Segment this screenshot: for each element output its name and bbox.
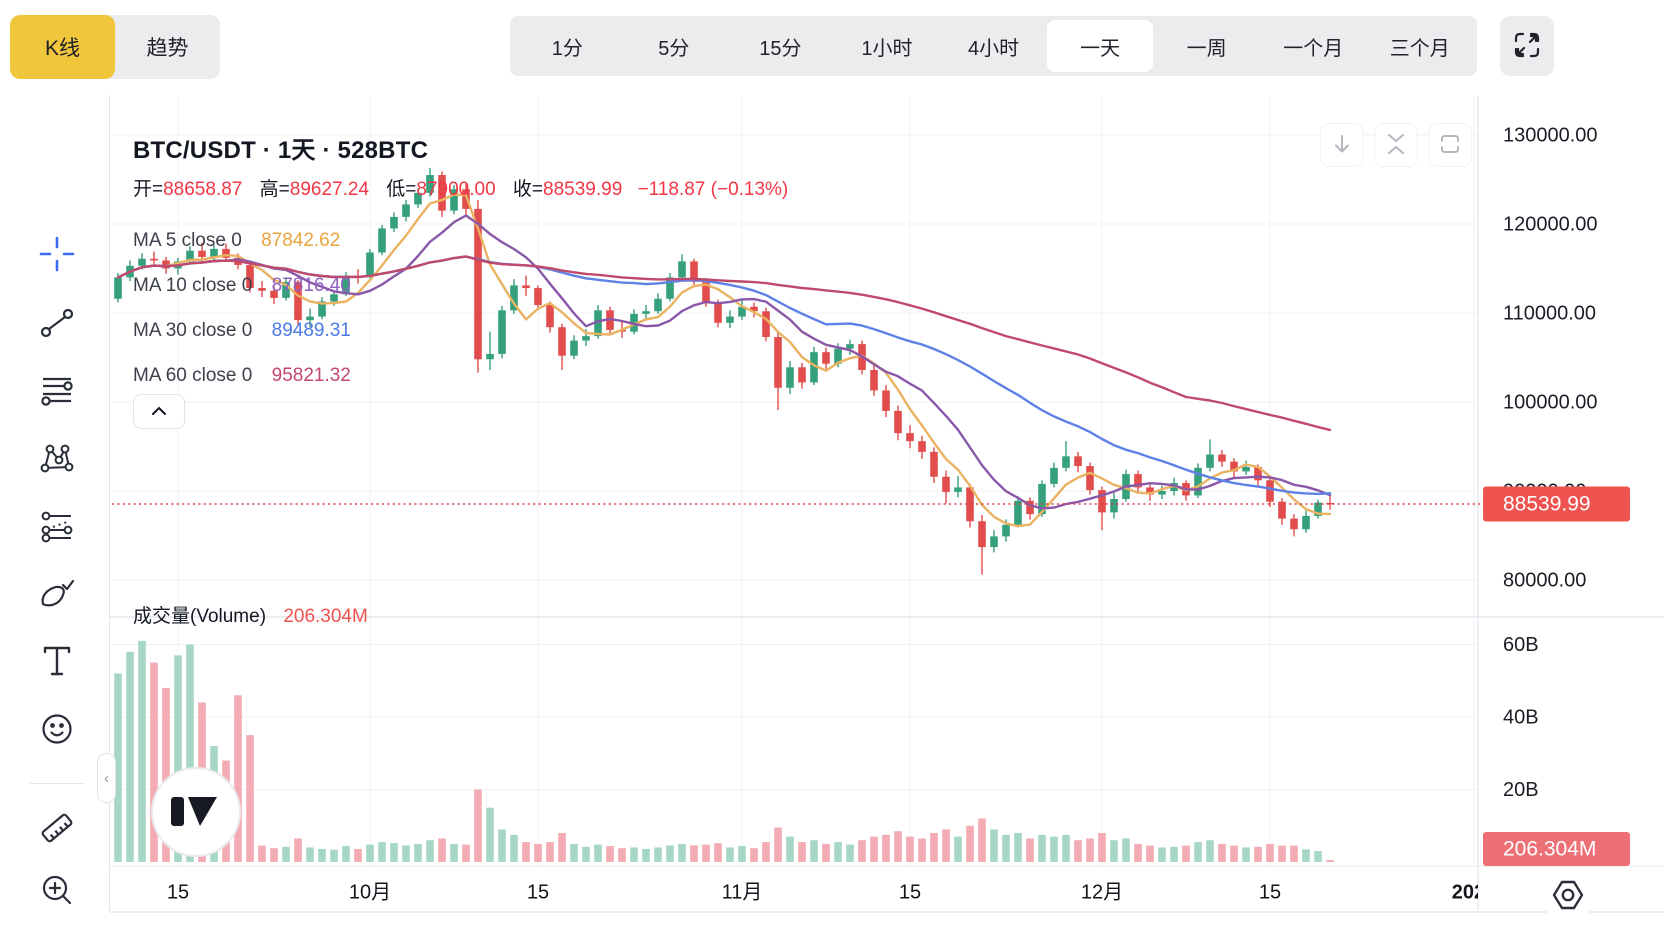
text-icon	[37, 641, 77, 684]
open-label: 开=	[133, 179, 164, 200]
chart-symbol-title: BTC/USDT · 1天 · 528BTC	[133, 137, 429, 164]
svg-text:100000.00: 100000.00	[1503, 391, 1598, 413]
tab-15min[interactable]: 15分	[727, 20, 834, 72]
drawing-toolbar	[0, 95, 110, 912]
ma5-label: MA 5 close 0	[133, 230, 242, 251]
chart-bottom-border	[110, 911, 1664, 913]
forecast-tool-button[interactable]	[35, 505, 79, 549]
top-toolbar: K线 趋势 1分 5分 15分 1小时 4小时 一天 一周 一个月 三个月	[0, 0, 1664, 95]
candlestick-chart[interactable]: 130000.00120000.00110000.00100000.009000…	[110, 95, 1664, 942]
ma30-value: 89489.31	[271, 320, 351, 341]
svg-text:88539.99: 88539.99	[1503, 493, 1591, 516]
ma60-legend-row: MA 60 close 0 95821.32	[133, 365, 351, 387]
ma10-legend-row: MA 10 close 0 87816.40	[133, 275, 351, 297]
close-label: 收=	[512, 179, 544, 200]
tab-1min[interactable]: 1分	[514, 20, 621, 72]
tab-5min[interactable]: 5分	[621, 20, 728, 72]
ma5-legend-row: MA 5 close 0 87842.62	[133, 230, 340, 252]
tab-4hour[interactable]: 4小时	[940, 20, 1047, 72]
horizontal-lines-icon	[37, 370, 77, 413]
tradingview-watermark-icon	[171, 797, 184, 826]
high-value: 89627.24	[289, 179, 369, 200]
emoji-tool-button[interactable]	[35, 708, 79, 752]
zoom-in-icon	[37, 870, 77, 913]
ma60-label: MA 60 close 0	[133, 365, 253, 386]
tab-1day[interactable]: 一天	[1046, 20, 1154, 72]
close-value: 88539.99	[543, 179, 623, 200]
svg-text:120000.00: 120000.00	[1503, 213, 1598, 235]
brush-tool-button[interactable]	[35, 573, 79, 617]
toolbar-divider	[30, 783, 84, 784]
tab-kline[interactable]: K线	[10, 15, 115, 79]
chevron-up-icon	[151, 404, 167, 419]
svg-text:15: 15	[899, 881, 921, 903]
chevron-left-icon: ‹	[104, 769, 109, 787]
open-value: 88658.87	[163, 179, 243, 200]
volume-value: 206.304M	[283, 606, 368, 627]
settings-gear-icon	[1549, 878, 1587, 915]
low-value: 87900.00	[416, 179, 496, 200]
horizontal-lines-tool-button[interactable]	[35, 369, 79, 413]
expand-icon	[1512, 30, 1542, 63]
volume-title: 成交量(Volume)	[133, 606, 267, 627]
tab-1month[interactable]: 一个月	[1260, 20, 1367, 72]
volume-legend: 成交量(Volume) 206.304M	[133, 601, 368, 628]
svg-text:20B: 20B	[1503, 779, 1539, 801]
emoji-icon	[37, 709, 77, 752]
xabcd-pattern-icon	[37, 438, 77, 481]
ma30-label: MA 30 close 0	[133, 320, 253, 341]
pane-move-down-button[interactable]	[1320, 123, 1364, 167]
svg-text:130000.00: 130000.00	[1503, 124, 1598, 146]
ohlc-readout: 开=88658.87 高=89627.24 低=87900.00 收=88539…	[133, 174, 788, 201]
svg-text:11月: 11月	[722, 881, 763, 903]
trend-line-tool-button[interactable]	[35, 302, 79, 346]
tab-1hour[interactable]: 1小时	[834, 20, 941, 72]
tab-3month[interactable]: 三个月	[1367, 20, 1474, 72]
high-label: 高=	[259, 179, 290, 200]
forecast-icon	[37, 506, 77, 549]
axis-settings-button[interactable]	[1547, 876, 1589, 916]
ma10-value: 87816.40	[271, 275, 351, 296]
pane-collapse-button[interactable]	[1374, 123, 1418, 167]
ma60-value: 95821.32	[271, 365, 351, 386]
ruler-tool-button[interactable]	[35, 807, 79, 851]
change-value: −118.87 (−0.13%)	[637, 179, 789, 200]
svg-text:60B: 60B	[1503, 634, 1539, 656]
svg-text:110000.00: 110000.00	[1503, 302, 1596, 324]
arrow-down-icon	[1331, 133, 1353, 158]
zoom-in-tool-button[interactable]	[35, 869, 79, 913]
svg-text:2026: 2026	[1452, 881, 1497, 903]
svg-text:12月: 12月	[1081, 881, 1123, 903]
svg-text:10月: 10月	[349, 881, 391, 903]
svg-text:15: 15	[1259, 881, 1281, 903]
brush-icon	[37, 574, 77, 617]
xabcd-pattern-tool-button[interactable]	[35, 437, 79, 481]
collapse-chevrons-icon	[1385, 133, 1407, 158]
ma5-value: 87842.62	[261, 230, 341, 251]
ma10-label: MA 10 close 0	[133, 275, 253, 296]
timeframe-tabs: 1分 5分 15分 1小时 4小时 一天 一周 一个月 三个月	[510, 16, 1477, 76]
svg-text:40B: 40B	[1503, 706, 1539, 728]
crosshair-icon	[37, 234, 77, 277]
trend-line-icon	[37, 303, 77, 346]
toolbar-collapse-handle[interactable]: ‹	[97, 753, 116, 803]
ruler-icon	[35, 806, 79, 853]
ma30-legend-row: MA 30 close 0 89489.31	[133, 320, 351, 342]
svg-text:80000.00: 80000.00	[1503, 569, 1586, 591]
fullscreen-button[interactable]	[1500, 16, 1554, 76]
legend-collapse-button[interactable]	[133, 394, 185, 429]
text-tool-button[interactable]	[35, 640, 79, 684]
tab-trend[interactable]: 趋势	[115, 15, 220, 79]
chart-type-switch: K线 趋势	[10, 15, 220, 79]
maximize-pane-icon	[1439, 133, 1461, 158]
svg-text:206.304M: 206.304M	[1503, 838, 1596, 861]
svg-text:15: 15	[527, 881, 549, 903]
crosshair-tool-button[interactable]	[35, 233, 79, 277]
svg-text:15: 15	[167, 881, 189, 903]
low-label: 低=	[386, 179, 417, 200]
tab-1week[interactable]: 一周	[1153, 20, 1260, 72]
pane-maximize-button[interactable]	[1428, 123, 1472, 167]
